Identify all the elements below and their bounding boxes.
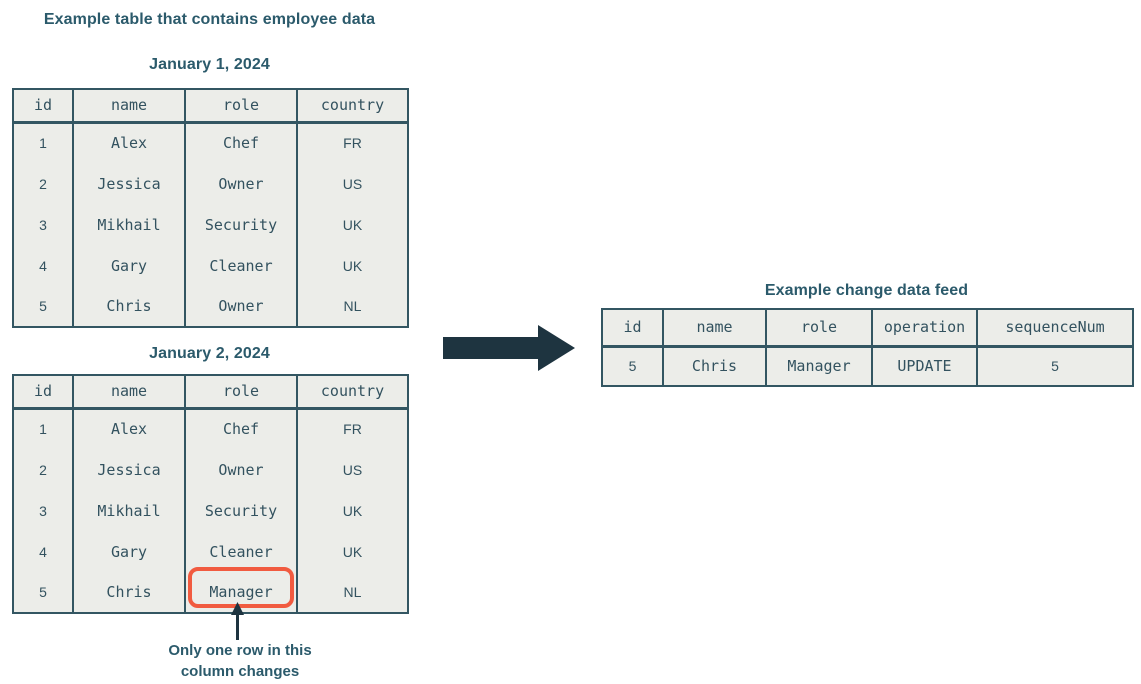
table-cell: Chris (72, 572, 186, 613)
column-header-name: name (72, 88, 186, 124)
table-row: 2 Jessica Owner US (12, 449, 409, 490)
table-cell: NL (296, 286, 409, 327)
column-header-name: name (72, 374, 186, 410)
table-cell: UPDATE (871, 346, 978, 386)
table-row: 2 Jessica Owner US (12, 163, 409, 204)
employee-table-jan1: id name role country 1 Alex Chef FR 2 Jessica Owne… (12, 88, 409, 328)
table-cell: Owner (184, 449, 298, 490)
table-cell: Alex (72, 408, 186, 449)
table-cell: 5 (976, 346, 1134, 386)
table-jan1-title: January 1, 2024 (149, 56, 270, 73)
highlighted-cell: Manager (184, 567, 298, 613)
column-header-name: name (662, 308, 767, 348)
table-cell: Mikhail (72, 490, 186, 531)
table-cell: 4 (12, 531, 74, 572)
table-cell: 5 (12, 286, 74, 327)
table-row: 1 Alex Chef FR (12, 408, 409, 449)
table-cell: Jessica (72, 163, 186, 204)
column-header-role: role (765, 308, 873, 348)
table-cell: UK (296, 204, 409, 245)
table-cell: FR (296, 408, 409, 449)
table-row: 3 Mikhail Security UK (12, 204, 409, 245)
table-row: 4 Gary Cleaner UK (12, 245, 409, 286)
table-cell: 3 (12, 204, 74, 245)
column-header-id: id (601, 308, 664, 348)
table-cell: Owner (184, 163, 298, 204)
table-cell: Security (184, 204, 298, 245)
table-cell: Security (184, 490, 298, 531)
table-cell: Owner (184, 286, 298, 327)
table-row: 4 Gary Cleaner UK (12, 531, 409, 572)
table-cell: Alex (72, 122, 186, 163)
table-cell: Chef (184, 408, 298, 449)
column-header-id: id (12, 374, 74, 410)
table-cell: Chef (184, 122, 298, 163)
column-header-sequenceNum: sequenceNum (976, 308, 1134, 348)
table-cell: Gary (72, 531, 186, 572)
table-cell: Cleaner (184, 245, 298, 286)
table-cell: Chris (72, 286, 186, 327)
table-cell: UK (296, 531, 409, 572)
column-header-role: role (184, 374, 298, 410)
table-row: 5 Chris Manager NL (12, 567, 409, 613)
table-cell: 5 (12, 572, 74, 613)
table-cell: Mikhail (72, 204, 186, 245)
table-cell: US (296, 163, 409, 204)
column-header-role: role (184, 88, 298, 124)
table-cell: 2 (12, 449, 74, 490)
table-cell: FR (296, 122, 409, 163)
annotation-callout: Only one row in this column changes (90, 640, 390, 682)
table-cell: Gary (72, 245, 186, 286)
change-data-feed-table: id name role operation sequenceNum 5 Chris Mana… (601, 308, 1134, 387)
column-header-id: id (12, 88, 74, 124)
table-jan2-title: January 2, 2024 (149, 345, 270, 362)
table-cell: Chris (662, 346, 767, 386)
annotation-line-1: Only one row in this (168, 642, 312, 659)
change-feed-title: Example change data feed (764, 282, 969, 299)
header-row: id name role operation sequenceNum (601, 308, 1134, 348)
table-cell: 3 (12, 490, 74, 531)
table-cell: Jessica (72, 449, 186, 490)
table-row: 5 Chris Owner NL (12, 286, 409, 327)
right-arrow-icon (443, 325, 575, 371)
table-cell: UK (296, 245, 409, 286)
table-row: 1 Alex Chef FR (12, 122, 409, 163)
employee-table-jan2: id name role country 1 Alex Chef FR 2 Jessica Owne… (12, 374, 409, 614)
column-header-country: country (296, 374, 409, 410)
table-cell: 4 (12, 245, 74, 286)
annotation-line-2: column changes (180, 663, 300, 680)
header-row: id name role country (12, 374, 409, 410)
up-arrow-icon (231, 602, 244, 640)
table-row: 5 Chris Manager UPDATE 5 (601, 346, 1134, 386)
table-cell: Manager (765, 346, 873, 386)
column-header-operation: operation (871, 308, 978, 348)
table-cell: 1 (12, 408, 74, 449)
table-cell: US (296, 449, 409, 490)
table-cell: NL (296, 572, 409, 613)
table-cell: 2 (12, 163, 74, 204)
header-row: id name role country (12, 88, 409, 124)
diagram-title: Example table that contains employee dat… (43, 11, 376, 28)
table-cell: UK (296, 490, 409, 531)
table-cell: 5 (601, 346, 664, 386)
table-cell: Cleaner (184, 531, 298, 572)
column-header-country: country (296, 88, 409, 124)
table-row: 3 Mikhail Security UK (12, 490, 409, 531)
table-cell: 1 (12, 122, 74, 163)
